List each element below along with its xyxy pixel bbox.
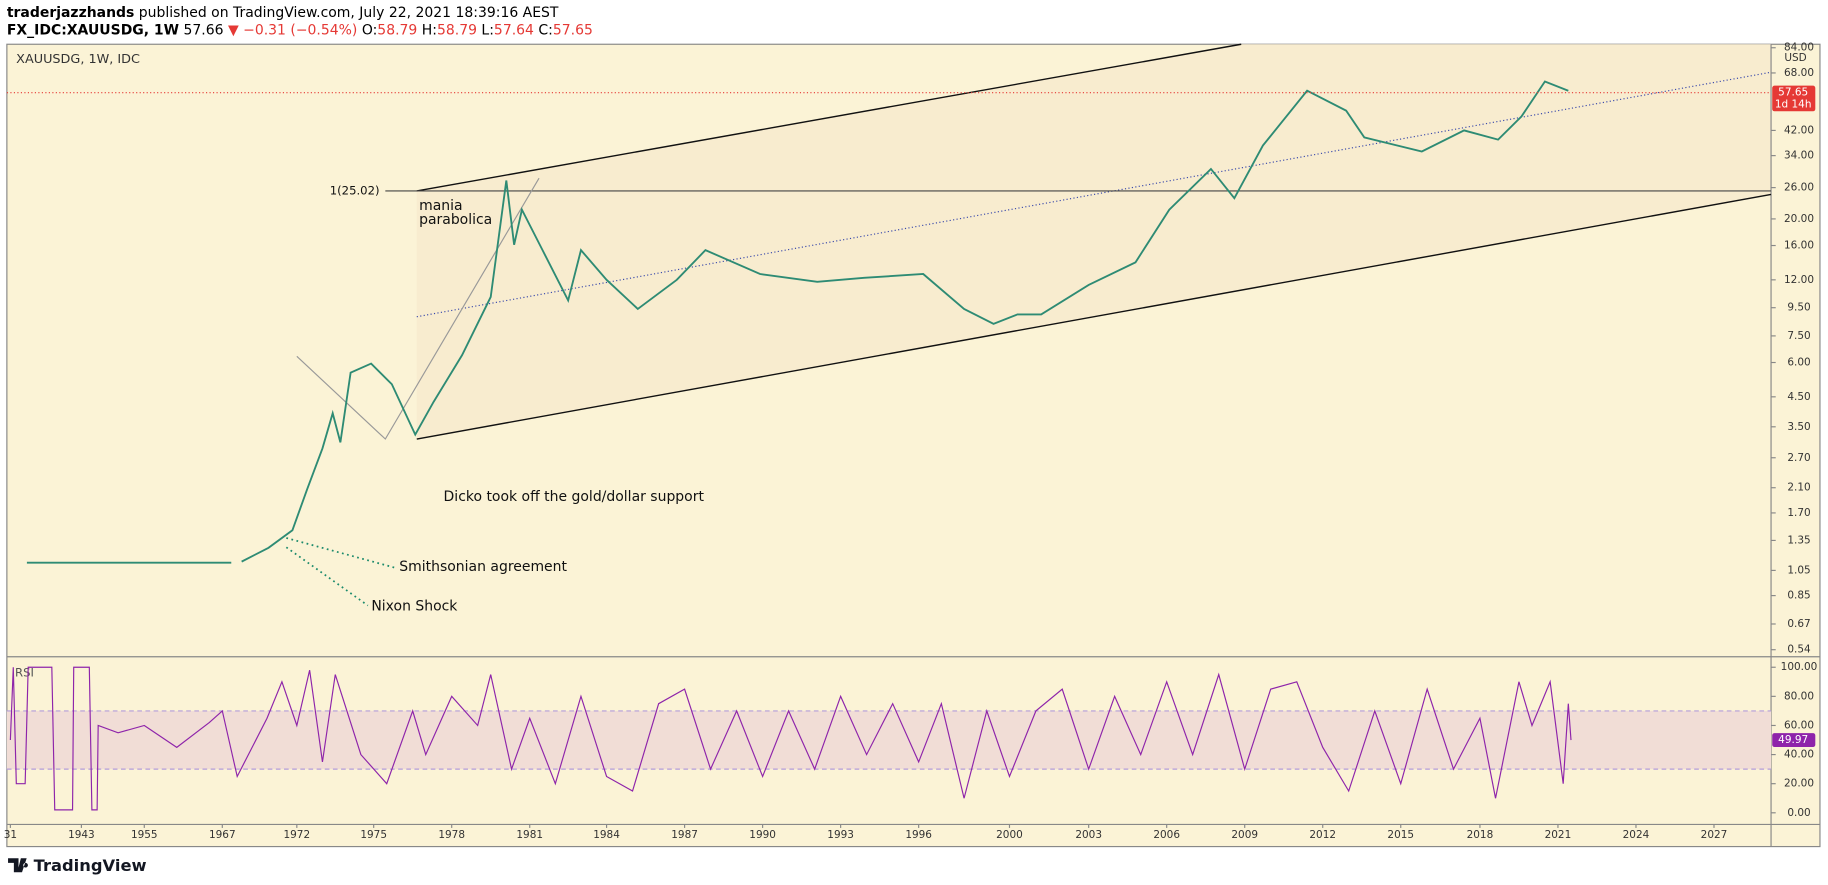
y-tick-label: 7.50 bbox=[1787, 330, 1810, 342]
y-tick-label: 1.05 bbox=[1787, 564, 1810, 576]
y-tick-label: 40.00 bbox=[1784, 749, 1814, 761]
pattern-lines bbox=[296, 177, 540, 440]
quote-line: FX_IDC:XAUUSDG, 1W 57.66 ▼ −0.31 (−0.54%… bbox=[7, 22, 593, 38]
channel-fill bbox=[416, 44, 1772, 440]
x-tick-label: 1996 bbox=[905, 829, 932, 841]
channel-mid bbox=[416, 71, 1772, 318]
annotation: Dicko took off the gold/dollar support bbox=[444, 489, 705, 505]
price-tag bbox=[1772, 85, 1816, 112]
y-tick-label: 2.10 bbox=[1787, 482, 1810, 494]
x-tick-label: 2021 bbox=[1545, 829, 1572, 841]
smithsonian-pointer bbox=[286, 537, 398, 570]
series-line bbox=[9, 666, 1572, 811]
channel-lower bbox=[416, 193, 1772, 440]
y-tick-label: 42.00 bbox=[1784, 124, 1814, 136]
h-key: H: bbox=[422, 22, 437, 38]
price-tag-label: 57.65 bbox=[1778, 87, 1808, 99]
x-tick-label: 1943 bbox=[68, 829, 95, 841]
o-key: O: bbox=[362, 22, 377, 38]
countdown: 1d 14h bbox=[1775, 98, 1812, 110]
x-tick-label: 1981 bbox=[516, 829, 543, 841]
logo bbox=[8, 858, 28, 873]
c-key: C: bbox=[538, 22, 552, 38]
y-tick-label: 0.85 bbox=[1787, 590, 1810, 602]
annotation: Smithsonian agreement bbox=[399, 559, 567, 575]
x-tick-label: 1990 bbox=[749, 829, 776, 841]
y-tick-label: 100.00 bbox=[1781, 661, 1818, 673]
x-tick-label: 2012 bbox=[1309, 829, 1336, 841]
change: ▼ −0.31 (−0.54%) bbox=[228, 22, 357, 38]
annotation: Nixon Shock bbox=[371, 599, 458, 615]
rsi-tag bbox=[1772, 733, 1816, 748]
y-tick-label: 0.67 bbox=[1787, 618, 1810, 630]
symbol-label: XAUUSDG, 1W, IDC bbox=[16, 52, 140, 67]
x-tick-label: 1993 bbox=[827, 829, 854, 841]
x-tick-label: 1975 bbox=[360, 829, 387, 841]
x-tick-label: 1955 bbox=[131, 829, 158, 841]
y-tick-label: 20.00 bbox=[1784, 778, 1814, 790]
x-tick-label: 2018 bbox=[1467, 829, 1494, 841]
x-tick-label: 1978 bbox=[438, 829, 465, 841]
x-tick-label: 2006 bbox=[1153, 829, 1180, 841]
y-tick-label: 20.00 bbox=[1784, 213, 1814, 225]
rsi-band bbox=[6, 710, 1772, 770]
h-val: 58.79 bbox=[437, 22, 477, 38]
x-tick-label: 2003 bbox=[1075, 829, 1102, 841]
rsi-label: RSI bbox=[15, 666, 34, 680]
y-tick-label: 26.00 bbox=[1784, 182, 1814, 194]
y-tick-label: 4.50 bbox=[1787, 391, 1810, 403]
publish-line: traderjazzhands published on TradingView… bbox=[7, 5, 559, 21]
rsi-tag-label: 49.97 bbox=[1778, 734, 1808, 746]
y-tick-label: 60.00 bbox=[1784, 719, 1814, 731]
y-tick-label: 9.50 bbox=[1787, 302, 1810, 314]
y-tick-label: 68.00 bbox=[1784, 67, 1814, 79]
o-val: 58.79 bbox=[377, 22, 417, 38]
channel-upper bbox=[416, 43, 1242, 192]
x-tick-label: 1967 bbox=[209, 829, 236, 841]
l-val: 57.64 bbox=[494, 22, 534, 38]
l-key: L: bbox=[481, 22, 494, 38]
last: 57.66 bbox=[184, 22, 224, 38]
fib-label: 1(25.02) bbox=[330, 183, 380, 197]
y-tick-label: 0.00 bbox=[1787, 807, 1810, 819]
x-tick-label: 1984 bbox=[593, 829, 620, 841]
series-line bbox=[26, 80, 1569, 564]
author: traderjazzhands bbox=[7, 5, 134, 21]
y-tick-label: 12.00 bbox=[1784, 274, 1814, 286]
nixon-pointer bbox=[285, 546, 369, 607]
x-tick-label: 2009 bbox=[1231, 829, 1258, 841]
drawings bbox=[285, 43, 1772, 607]
published: published on TradingView.com, July 22, 2… bbox=[139, 5, 559, 21]
x-tick-label: 2024 bbox=[1623, 829, 1650, 841]
y-tick-label: 2.70 bbox=[1787, 452, 1810, 464]
brand: TradingView bbox=[34, 856, 147, 875]
y-tick-label: 1.35 bbox=[1787, 534, 1810, 546]
x-tick-label: 1987 bbox=[671, 829, 698, 841]
footer: TradingView bbox=[8, 856, 147, 875]
y-tick-label: 34.00 bbox=[1784, 150, 1814, 162]
y-tick-label: 80.00 bbox=[1784, 690, 1814, 702]
y-tick-label: 0.54 bbox=[1787, 644, 1811, 656]
x-tick-label: 31 bbox=[4, 829, 17, 841]
x-tick-label: 2000 bbox=[996, 829, 1023, 841]
y-tick-label: 3.50 bbox=[1787, 421, 1810, 433]
symbol: FX_IDC:XAUUSDG, 1W bbox=[7, 22, 179, 38]
y-tick-label: 16.00 bbox=[1784, 240, 1814, 252]
x-tick-label: 2015 bbox=[1387, 829, 1414, 841]
x-tick-label: 2027 bbox=[1701, 829, 1728, 841]
currency: USD bbox=[1784, 52, 1806, 64]
annotation: mania bbox=[419, 198, 462, 214]
annotation: parabolica bbox=[419, 212, 492, 228]
y-tick-label: 84.00 bbox=[1784, 42, 1814, 54]
c-val: 57.65 bbox=[553, 22, 593, 38]
y-tick-label: 6.00 bbox=[1787, 357, 1810, 369]
x-tick-label: 1972 bbox=[284, 829, 311, 841]
y-tick-label: 1.70 bbox=[1787, 507, 1810, 519]
